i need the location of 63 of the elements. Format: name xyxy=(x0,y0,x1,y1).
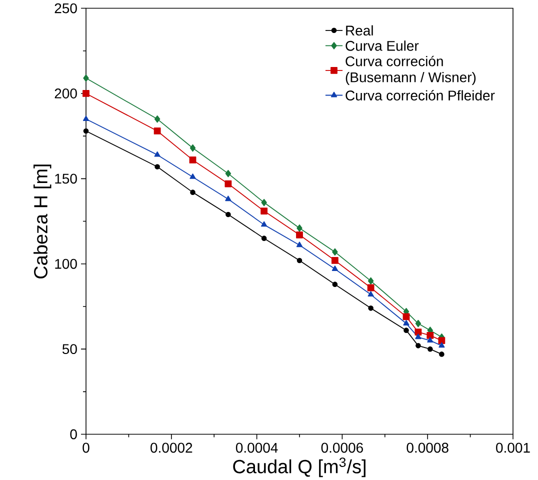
legend-label: Real xyxy=(346,25,373,36)
x-tick-label: 0.0002 xyxy=(150,442,192,453)
x-tick-label: 0.0008 xyxy=(406,442,448,453)
x-tick-label: 0 xyxy=(82,442,90,453)
legend-label: Curva correción Pfleider xyxy=(346,90,495,100)
point xyxy=(296,231,303,238)
point xyxy=(427,336,434,342)
point xyxy=(368,305,374,311)
point xyxy=(415,334,422,339)
point xyxy=(260,207,268,214)
point xyxy=(154,151,160,157)
point xyxy=(83,74,89,82)
point xyxy=(82,115,90,121)
point xyxy=(332,265,338,271)
point xyxy=(428,346,433,352)
point xyxy=(296,241,303,247)
point xyxy=(332,248,338,256)
point xyxy=(154,164,160,170)
point xyxy=(154,115,160,122)
point xyxy=(416,342,421,348)
point xyxy=(367,284,374,291)
point xyxy=(189,156,196,164)
point xyxy=(439,351,444,357)
legend-label: Curva Euler xyxy=(346,40,419,51)
point xyxy=(190,144,196,152)
point xyxy=(404,327,409,333)
point xyxy=(403,320,410,326)
y-tick-label: 50 xyxy=(62,344,77,354)
point xyxy=(426,332,434,339)
point xyxy=(332,281,338,287)
point xyxy=(261,235,267,241)
point xyxy=(226,212,231,217)
point xyxy=(190,173,196,179)
point xyxy=(368,277,374,284)
point xyxy=(414,328,422,336)
point xyxy=(368,290,374,296)
point xyxy=(261,221,268,226)
point xyxy=(296,224,302,232)
point xyxy=(190,189,196,195)
x-tick-label: 0.0004 xyxy=(236,442,278,453)
point xyxy=(415,320,422,327)
x-axis-title: Caudal Q [m$^{3}$/s] xyxy=(233,457,366,477)
point xyxy=(261,198,267,206)
point xyxy=(82,90,90,97)
y-axis-title: Cabeza H [m] xyxy=(34,164,52,278)
y-tick-label: 200 xyxy=(54,88,77,98)
y-tick-label: 250 xyxy=(54,3,77,14)
point xyxy=(402,313,410,320)
y-tick-label: 100 xyxy=(55,258,77,269)
legend-label: Curva correción (Busemann / Wisner) xyxy=(346,56,476,85)
point xyxy=(225,195,232,201)
point xyxy=(224,180,232,188)
point xyxy=(331,256,338,264)
y-tick-label: 0 xyxy=(70,429,77,440)
point xyxy=(154,127,161,134)
point xyxy=(438,342,445,348)
x-tick-label: 0.001 xyxy=(496,442,530,453)
point xyxy=(83,128,89,134)
y-tick-label: 150 xyxy=(55,174,77,184)
point xyxy=(225,170,232,178)
point xyxy=(438,336,446,344)
point xyxy=(296,258,302,263)
x-tick-label: 0.0006 xyxy=(321,442,363,453)
